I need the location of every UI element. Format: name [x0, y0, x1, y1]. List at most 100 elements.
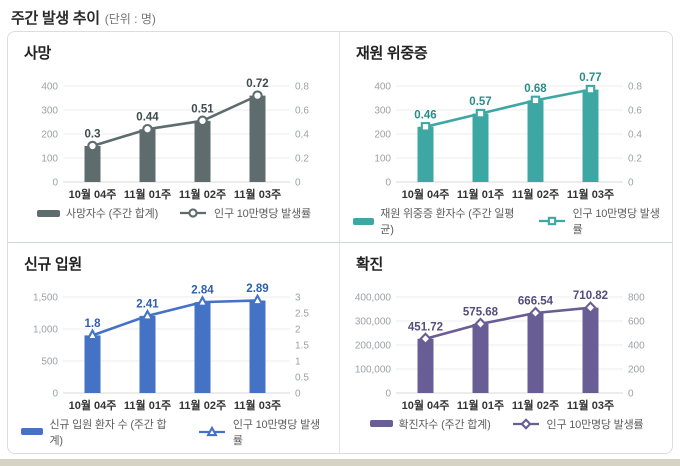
chart-text: 800 [628, 292, 645, 303]
trend-line [424, 88, 591, 129]
chart-text: 11월 02주 [511, 398, 558, 412]
line-marker [530, 95, 540, 106]
chart-text: 3 [295, 292, 301, 303]
line-marker-swatch-icon [537, 215, 567, 227]
line-marker [251, 293, 264, 305]
bar [249, 95, 266, 182]
chart-panel-deaths: 사망 400 300 200 100 0 0.8 0.6 0.4 0.2 0 0.3 0.44 0.51… [8, 32, 340, 243]
chart-text: 0 [295, 178, 301, 189]
trend-line [92, 94, 259, 148]
chart-text: 0.72 [246, 78, 268, 90]
chart-text: 300 [41, 106, 58, 117]
line-marker [475, 108, 485, 119]
chart-title-severe-cases: 재원 위중증 [356, 45, 428, 62]
severe-cases-chart-canvas: 400 300 200 100 0 0.8 0.6 0.4 0.2 0 0.46 0.57 0.68 0.… [374, 72, 642, 201]
confirmed-chart-canvas: 400,000 300,000 200,000 100,000 0 800 600 400 20… [354, 290, 645, 412]
chart-text: 1,000 [33, 324, 58, 335]
chart-text: 11월 03주 [234, 398, 281, 412]
chart-text: 11월 01주 [124, 187, 171, 201]
line-marker [473, 316, 487, 330]
chart-text: 0.44 [136, 112, 159, 124]
bar [194, 301, 211, 393]
line-marker [528, 305, 542, 320]
line-marker [252, 90, 263, 101]
trend-line [424, 305, 591, 340]
chart-text: 11월 02주 [511, 187, 558, 201]
chart-text: 400 [628, 340, 645, 351]
chart-text: 11월 01주 [124, 398, 171, 412]
page-bottom-strip [0, 459, 680, 466]
line-marker [420, 122, 430, 132]
chart-text: 666.54 [517, 295, 553, 307]
bar [84, 334, 101, 393]
bar [249, 300, 266, 393]
bar [582, 307, 598, 393]
chart-text: 300 [374, 106, 391, 117]
bar [84, 146, 101, 182]
legend-item-bar-series: 재원 위중증 환자수 (주간 일평균) [353, 205, 517, 237]
bar-swatch-icon [353, 217, 375, 225]
chart-text: 0.4 [628, 130, 642, 141]
bar-swatch-icon [21, 428, 44, 435]
legend-item-bar-series: 신규 입원 환자 수 (주간 합계) [21, 416, 177, 448]
confirmed-legend: 확진자수 (주간 합계) 인구 10만명당 발생률 [353, 416, 660, 432]
legend-label: 인구 10만명당 발생률 [572, 208, 660, 236]
legend-label: 재원 위중증 환자수 (주간 일평균) [380, 208, 515, 236]
bar [527, 312, 543, 393]
page-unit: (단위 : 명) [104, 12, 156, 26]
chart-text: 200,000 [354, 340, 391, 351]
line-marker [197, 115, 208, 127]
weekly-trend-dashboard: 사망 400 300 200 100 0 0.8 0.6 0.4 0.2 0 0.3 0.44 0.51… [7, 31, 673, 454]
legend-item-line-series: 인구 10만명당 발생률 [537, 205, 660, 237]
chart-text: 11월 02주 [179, 398, 226, 412]
chart-text: 0.68 [524, 83, 547, 95]
trend-line [92, 298, 258, 337]
line-marker-swatch-icon [197, 425, 227, 438]
line-marker [547, 216, 556, 226]
legend-item-line-series: 인구 10만명당 발생률 [178, 205, 311, 221]
line-marker-swatch-icon [511, 417, 541, 430]
chart-text: 400 [374, 82, 391, 93]
legend-label: 인구 10만명당 발생률 [546, 418, 644, 431]
chart-text: 2.84 [191, 284, 214, 296]
legend-label: 인구 10만명당 발생률 [214, 208, 311, 220]
chart-panel-new-admissions: 신규 입원 1,500 1,000 500 0 3 2.5 2 1.5 1 0.5 0 1.8 2.41… [8, 242, 340, 453]
chart-text: 0.57 [469, 96, 491, 108]
line-marker [585, 84, 595, 95]
chart-text: 0 [628, 388, 634, 399]
line-marker [188, 208, 198, 218]
chart-text: 0.8 [295, 82, 309, 93]
bar [417, 338, 433, 393]
chart-text: 200 [628, 364, 645, 375]
chart-text: 300,000 [354, 316, 391, 327]
chart-text: 11월 03주 [234, 187, 281, 201]
chart-text: 0 [295, 388, 301, 399]
chart-text: 0.46 [414, 109, 436, 121]
chart-text: 2.41 [136, 298, 159, 310]
chart-text: 0.8 [628, 82, 642, 93]
legend-label: 사망자수 (주간 합계) [66, 208, 159, 220]
chart-text: 11월 03주 [566, 398, 613, 412]
chart-text: 0 [52, 388, 58, 399]
chart-text: 451.72 [407, 321, 442, 333]
chart-text: 0.6 [628, 106, 642, 117]
chart-text: 2.89 [246, 283, 268, 295]
deaths-chart-canvas: 400 300 200 100 0 0.8 0.6 0.4 0.2 0 0.3 0.44 0.51 0.7… [41, 78, 309, 201]
legend-item-bar-series: 확진자수 (주간 합계) [369, 416, 491, 432]
line-marker [142, 123, 153, 135]
bar [582, 89, 598, 182]
chart-text: 0 [52, 178, 58, 189]
chart-text: 0.6 [295, 106, 309, 117]
page-title: 주간 발생 추이 [11, 10, 100, 27]
chart-text: 0 [385, 388, 391, 399]
line-marker [141, 308, 154, 321]
chart-text: 10월 04주 [69, 187, 117, 201]
chart-text: 10월 04주 [401, 187, 449, 201]
legend-item-line-series: 인구 10만명당 발생률 [197, 416, 327, 448]
chart-title-deaths: 사망 [24, 45, 52, 62]
line-marker [519, 417, 532, 430]
chart-text: 0.51 [191, 103, 214, 115]
legend-label: 신규 입원 환자 수 (주간 합계) [49, 418, 167, 447]
chart-text: 575.68 [462, 306, 498, 318]
chart-text: 710.82 [572, 290, 607, 302]
